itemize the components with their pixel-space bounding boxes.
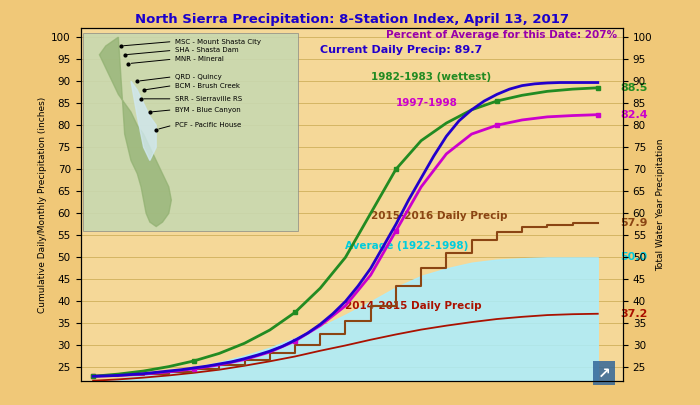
Y-axis label: Cumulative Daily/Monthly Precipitation (inches): Cumulative Daily/Monthly Precipitation (… bbox=[38, 96, 47, 313]
Text: Current Daily Precip: 89.7: Current Daily Precip: 89.7 bbox=[320, 45, 482, 55]
Text: 57.9: 57.9 bbox=[620, 217, 648, 228]
Text: QRD - Quincy: QRD - Quincy bbox=[175, 74, 222, 80]
Text: 1997-1998: 1997-1998 bbox=[396, 98, 458, 108]
Text: Average (1922-1998): Average (1922-1998) bbox=[345, 241, 469, 252]
Text: SRR - Sierraville RS: SRR - Sierraville RS bbox=[175, 96, 242, 102]
Text: SHA - Shasta Dam: SHA - Shasta Dam bbox=[175, 47, 239, 53]
Text: 50.0: 50.0 bbox=[620, 252, 648, 262]
Polygon shape bbox=[131, 81, 156, 160]
Text: 37.2: 37.2 bbox=[620, 309, 648, 319]
Text: 2015-2016 Daily Precip: 2015-2016 Daily Precip bbox=[371, 211, 508, 221]
Text: Percent of Average for this Date: 207%: Percent of Average for this Date: 207% bbox=[386, 30, 617, 40]
Polygon shape bbox=[99, 37, 172, 226]
Title: North Sierra Precipitation: 8-Station Index, April 13, 2017: North Sierra Precipitation: 8-Station In… bbox=[134, 13, 568, 26]
Text: 1982-1983 (wettest): 1982-1983 (wettest) bbox=[371, 72, 491, 82]
Y-axis label: Total Water Year Precipitation: Total Water Year Precipitation bbox=[657, 138, 666, 271]
Text: ↗: ↗ bbox=[598, 365, 610, 380]
Text: MNR - Mineral: MNR - Mineral bbox=[175, 56, 224, 62]
Text: 82.4: 82.4 bbox=[620, 110, 648, 119]
Text: BCM - Brush Creek: BCM - Brush Creek bbox=[175, 83, 240, 89]
Text: BYM - Blue Canyon: BYM - Blue Canyon bbox=[175, 107, 241, 113]
FancyBboxPatch shape bbox=[83, 33, 298, 231]
Text: 2014-2015 Daily Precip: 2014-2015 Daily Precip bbox=[345, 301, 482, 311]
Text: PCF - Pacific House: PCF - Pacific House bbox=[175, 122, 242, 128]
Text: MSC - Mount Shasta City: MSC - Mount Shasta City bbox=[175, 38, 261, 45]
Text: 88.5: 88.5 bbox=[620, 83, 648, 93]
